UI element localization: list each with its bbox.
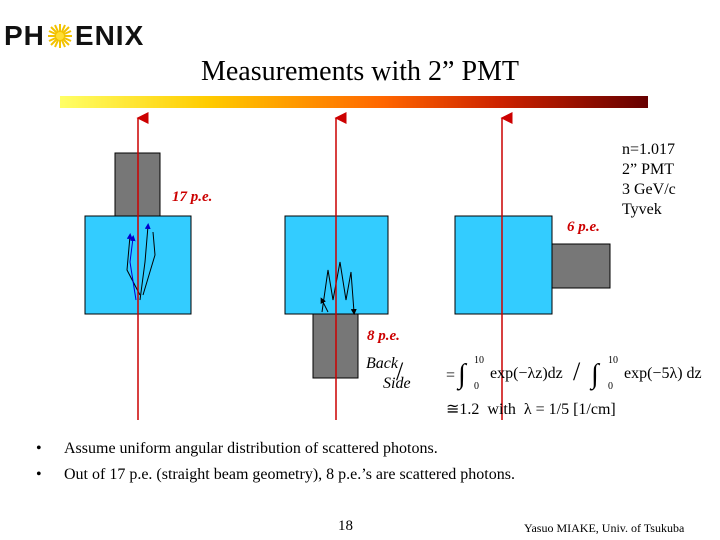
pmt-side xyxy=(551,243,611,289)
param-reflector: Tyvek xyxy=(622,201,662,218)
photon-paths-2 xyxy=(320,261,357,315)
formula-result: ≅1.2 with λ = 1/5 [1/cm] xyxy=(446,401,616,418)
param-index: n=1.017 xyxy=(622,141,676,158)
phoenix-burst-icon xyxy=(47,24,72,48)
formula-term2: exp(−5λ) dz xyxy=(624,365,702,382)
title-gradient-bar xyxy=(60,96,648,108)
formula-equals: = xyxy=(446,367,456,384)
bullet-marker: • xyxy=(36,440,42,457)
slide-title: Measurements with 2” PMT xyxy=(200,56,520,87)
footer-author: Yasuo MIAKE, Univ. of Tsukuba xyxy=(524,521,685,535)
logo-text-left: PH xyxy=(4,20,45,51)
bullet-marker: • xyxy=(36,466,42,483)
radiator-3 xyxy=(454,215,553,315)
phenix-logo: PH ENIX xyxy=(4,20,144,52)
formula-term1: exp(−λz)dz xyxy=(490,365,563,382)
integral-upper-2: 10 xyxy=(608,355,618,366)
integral-sign-1: ∫ xyxy=(458,359,466,390)
formula-side: Side xyxy=(383,375,411,392)
logo-text-right: ENIX xyxy=(74,20,145,51)
label-17pe: 17 p.e. xyxy=(172,189,213,205)
formula-slash: / xyxy=(396,357,404,386)
param-momentum: 3 GeV/c xyxy=(622,181,676,198)
bullet-text: Out of 17 p.e. (straight beam geometry),… xyxy=(64,466,515,483)
bullet-list: • Assume uniform angular distribution of… xyxy=(36,440,515,492)
ratio-formula: Back / Side = ∫ 10 0 exp(−λz)dz / ∫ 10 0… xyxy=(366,355,716,425)
bullet-text: Assume uniform angular distribution of s… xyxy=(64,440,438,457)
photon-paths-1 xyxy=(126,223,156,301)
parameter-list: n=1.017 2” PMT 3 GeV/c Tyvek xyxy=(622,140,676,220)
integral-upper-1: 10 xyxy=(474,355,484,366)
integral-lower-2: 0 xyxy=(608,381,613,392)
label-6pe: 6 p.e. xyxy=(567,219,600,235)
label-8pe: 8 p.e. xyxy=(367,328,400,344)
formula-divide: / xyxy=(573,357,581,386)
integral-lower-1: 0 xyxy=(474,381,479,392)
bullet-item: • Out of 17 p.e. (straight beam geometry… xyxy=(36,466,515,492)
formula-back: Back xyxy=(366,355,398,372)
page-number: 18 xyxy=(338,518,353,534)
param-pmt: 2” PMT xyxy=(622,161,674,178)
bullet-item: • Assume uniform angular distribution of… xyxy=(36,440,515,466)
integral-sign-2: ∫ xyxy=(591,359,599,390)
